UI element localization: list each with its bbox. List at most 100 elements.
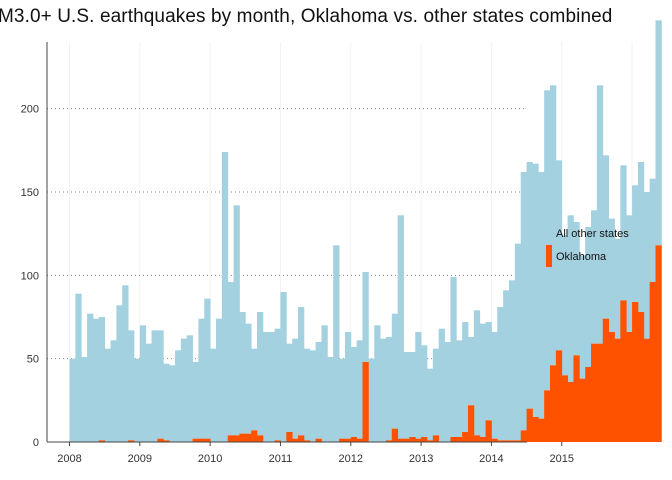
- series-all-other-states: [69, 20, 662, 442]
- bar-all-other-states: [69, 358, 76, 442]
- bar-all-other-states: [198, 318, 205, 439]
- bar-all-other-states: [538, 172, 545, 419]
- y-tick-label: 150: [21, 187, 39, 199]
- bar-all-other-states: [403, 352, 410, 439]
- bar-all-other-states: [415, 332, 422, 439]
- y-tick-label: 0: [33, 437, 39, 449]
- bar-oklahoma: [432, 435, 440, 442]
- bar-all-other-states: [374, 325, 381, 442]
- bar-all-other-states: [350, 347, 358, 437]
- bar-all-other-states: [239, 312, 246, 434]
- bar-oklahoma: [339, 438, 346, 442]
- bar-all-other-states: [309, 350, 317, 442]
- bar-all-other-states: [514, 243, 522, 441]
- bar-all-other-states: [509, 280, 516, 441]
- bar-all-other-states: [303, 348, 311, 441]
- bar-all-other-states: [139, 325, 147, 442]
- bar-oklahoma: [292, 438, 299, 442]
- bar-oklahoma: [397, 438, 404, 442]
- bar-oklahoma: [286, 432, 293, 442]
- bar-all-other-states: [75, 293, 82, 442]
- bar-all-other-states: [157, 330, 164, 439]
- bar-oklahoma: [591, 343, 598, 442]
- bar-oklahoma: [303, 440, 311, 442]
- bar-all-other-states: [591, 210, 598, 344]
- bar-oklahoma: [491, 438, 498, 442]
- bar-all-other-states: [573, 222, 580, 356]
- bar-all-other-states: [385, 337, 393, 441]
- bar-oklahoma: [655, 245, 662, 442]
- bar-oklahoma: [227, 435, 234, 442]
- bar-all-other-states: [526, 162, 533, 409]
- bar-oklahoma: [596, 343, 604, 442]
- bar-oklahoma: [157, 438, 164, 442]
- bar-all-other-states: [397, 215, 404, 439]
- bar-all-other-states: [151, 330, 158, 442]
- bar-all-other-states: [268, 332, 275, 442]
- bar-all-other-states: [561, 235, 568, 376]
- bar-oklahoma: [479, 437, 486, 442]
- x-tick-label: 2009: [128, 453, 152, 465]
- bar-oklahoma: [421, 437, 428, 442]
- x-tick-label: 2010: [198, 453, 222, 465]
- bar-all-other-states: [585, 227, 592, 367]
- legend-label: All other states: [556, 228, 629, 240]
- y-tick-label: 100: [21, 270, 39, 282]
- bar-all-other-states: [362, 272, 369, 362]
- bar-oklahoma: [526, 408, 533, 442]
- bar-all-other-states: [450, 277, 457, 437]
- x-tick-label: 2011: [269, 453, 293, 465]
- bar-all-other-states: [87, 313, 94, 442]
- bar-all-other-states: [110, 340, 117, 442]
- legend: All other states Oklahoma: [546, 222, 629, 267]
- bar-all-other-states: [426, 368, 434, 441]
- bar-oklahoma: [614, 338, 621, 442]
- bar-all-other-states: [637, 162, 645, 312]
- bar-all-other-states: [98, 317, 106, 441]
- bar-all-other-states: [380, 338, 387, 442]
- bar-all-other-states: [550, 85, 557, 366]
- bar-all-other-states: [649, 178, 656, 282]
- bar-all-other-states: [251, 348, 258, 431]
- bar-all-other-states: [128, 330, 135, 441]
- bar-all-other-states: [280, 292, 287, 442]
- bar-oklahoma: [643, 338, 651, 442]
- bar-oklahoma: [450, 437, 457, 442]
- bar-all-other-states: [81, 357, 88, 442]
- x-tick-label: 2014: [479, 453, 503, 465]
- bar-all-other-states: [602, 155, 610, 319]
- bar-oklahoma: [532, 417, 539, 442]
- bar-oklahoma: [544, 390, 551, 442]
- bar-all-other-states: [92, 318, 100, 442]
- bar-all-other-states: [485, 322, 492, 421]
- bar-oklahoma: [632, 302, 639, 442]
- bar-oklahoma: [555, 350, 563, 442]
- chart-title: M3.0+ U.S. earthquakes by month, Oklahom…: [0, 6, 613, 27]
- bar-oklahoma: [520, 430, 527, 442]
- bar-oklahoma: [637, 312, 645, 442]
- bar-oklahoma: [257, 435, 264, 442]
- bar-all-other-states: [133, 358, 141, 442]
- bar-all-other-states: [298, 307, 305, 436]
- bar-all-other-states: [327, 357, 334, 442]
- bar-all-other-states: [262, 332, 270, 442]
- bar-oklahoma: [163, 440, 170, 442]
- x-tick-label: 2015: [549, 453, 573, 465]
- bar-oklahoma: [403, 438, 410, 442]
- bar-all-other-states: [444, 342, 451, 442]
- x-tick-label: 2008: [57, 453, 81, 465]
- bar-all-other-states: [532, 163, 539, 417]
- bar-oklahoma: [573, 355, 580, 442]
- bar-oklahoma: [579, 378, 586, 442]
- bar-oklahoma: [462, 432, 469, 442]
- bar-all-other-states: [233, 205, 240, 436]
- bar-all-other-states: [643, 192, 651, 339]
- bar-all-other-states: [596, 85, 604, 344]
- bar-all-other-states: [555, 160, 563, 351]
- bar-all-other-states: [204, 298, 211, 439]
- bar-oklahoma: [409, 437, 416, 442]
- bar-all-other-states: [245, 323, 252, 434]
- bar-all-other-states: [169, 365, 176, 442]
- bar-oklahoma: [473, 435, 481, 442]
